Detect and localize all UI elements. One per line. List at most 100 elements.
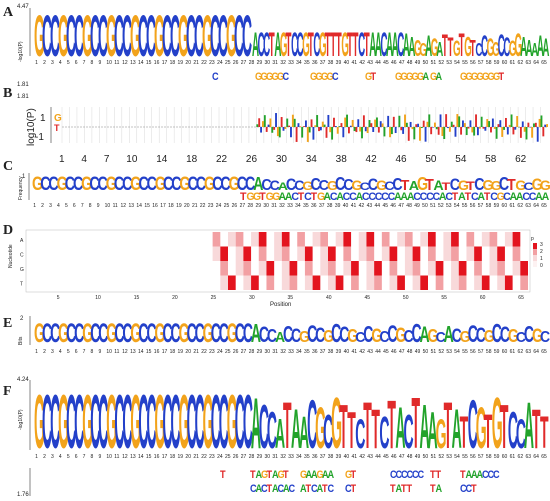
svg-text:C: C [74,4,84,70]
svg-text:C: C [471,191,479,203]
panel-f-letter: A [291,397,301,460]
panel-e-letter: C [492,320,502,349]
svg-text:G: G [58,318,69,348]
position-tick: 28 [249,349,255,355]
panel-f-letter: C [90,380,100,465]
panel-f-depleted: C [493,469,500,481]
panel-a-tail-letter: C [475,40,482,61]
svg-text:A: A [336,191,344,203]
logo-bar [521,121,524,127]
panel-f-depleted: A [328,469,335,481]
logo-bar [301,127,304,138]
panel-f-letter: G [203,380,214,465]
panel-c-letter: A [433,177,443,192]
logo-bar [383,127,386,137]
panel-f-letter: C [138,380,148,465]
logo-bar [338,126,341,127]
svg-text:G: G [302,179,313,192]
svg-text:A: A [400,191,408,203]
heat-cell [381,246,390,261]
svg-text:G: G [130,173,141,195]
logo-bar [540,115,543,127]
heat-cell [243,261,252,276]
heat-cell [497,275,505,290]
heat-cell [328,275,336,290]
panel-a-tail-letter: G [492,39,500,61]
svg-text:C: C [42,380,52,465]
panel-a-depleted: G [266,71,273,83]
panel-a-depleted: G [272,71,279,83]
panel-e-positions: 1 2 3 4 5 6 7 8 9 10 11 12 13 14 15 16 17 18 19 20 21 22 23 24 2… [35,349,547,355]
panel-e-letter: G [484,328,495,347]
svg-text:A: A [542,35,549,63]
position-tick: 12 [121,203,127,209]
position-tick: 41 [351,454,357,460]
panel-a-tail-letter: T [470,35,476,61]
svg-text:G: G [317,469,324,481]
position-tick: 35 [304,454,310,460]
position-tick: 16 [152,203,158,209]
svg-text:T: T [470,35,476,61]
logo-bar [370,123,373,127]
svg-text:C: C [516,410,526,457]
svg-text:T: T [387,386,396,464]
panel-e-letter: C [211,318,221,348]
panel-c-low: G [317,191,325,203]
panel-a-letter: G [178,4,189,70]
panel-a-tail-letter: G [341,26,349,64]
heat-cell [289,261,298,276]
logo-bar [463,123,466,127]
panel-a-tail-letter: C [297,26,304,64]
panel-f-letter: C [211,380,221,465]
panel-e-letter: C [187,318,197,348]
panel-f-letter: A [251,384,261,465]
logo-bar [291,114,294,127]
svg-text:C: C [50,4,60,70]
svg-text:A: A [306,469,313,481]
heat-cell [212,246,221,261]
heat-cell [281,232,290,247]
legend-tick-3: 3 [540,242,543,248]
position-tick: 17 [162,60,168,66]
svg-text:C: C [411,320,421,349]
heat-cell [512,261,521,276]
heat-cell [451,232,459,247]
svg-text:G: G [395,323,406,346]
position-tick: 65 [541,349,547,355]
panel-c-letter: G [417,173,428,194]
heat-cell [428,232,436,247]
panel-e-ylabel: Bits [18,336,24,345]
position-tick: 9 [97,203,100,209]
panel-f-letter: A [524,390,534,463]
svg-text:G: G [323,328,334,347]
position-tick: 22 [201,349,207,355]
heat-cell [389,246,398,261]
panel-c-low: C [349,191,357,203]
position-tick: 10 [106,60,112,66]
panel-c-label: C [3,159,13,174]
panel-c-letter: G [130,173,141,195]
panel-e-letter: C [524,323,534,348]
svg-text:C: C [328,483,335,495]
svg-text:T: T [459,28,465,65]
panel-f-letter: G [436,410,447,457]
heat-cell [512,246,521,261]
panel-e-letter: G [323,328,334,347]
svg-text:G: G [81,173,92,195]
logo-bar [290,127,292,138]
position-tick: 64 [533,349,539,355]
position-tick: 50 [423,60,429,66]
position-tick: 47 [399,349,405,355]
svg-text:C: C [66,4,76,70]
heat-cell [258,232,267,247]
svg-text:G: G [482,71,489,83]
xtick-label: 26 [246,154,258,165]
svg-text:G: G [300,469,307,481]
panel-c: C Frequency 1 GCCGCCGCCGCCGCCGCCGCCGCCGC… [3,159,550,209]
position-tick: 18 [170,60,176,66]
panel-f-depleted: A [300,483,307,495]
position-tick: 63 [525,60,531,66]
position-tick: 57 [478,203,484,209]
heat-cell [512,232,521,247]
position-tick: 30 [265,454,271,460]
